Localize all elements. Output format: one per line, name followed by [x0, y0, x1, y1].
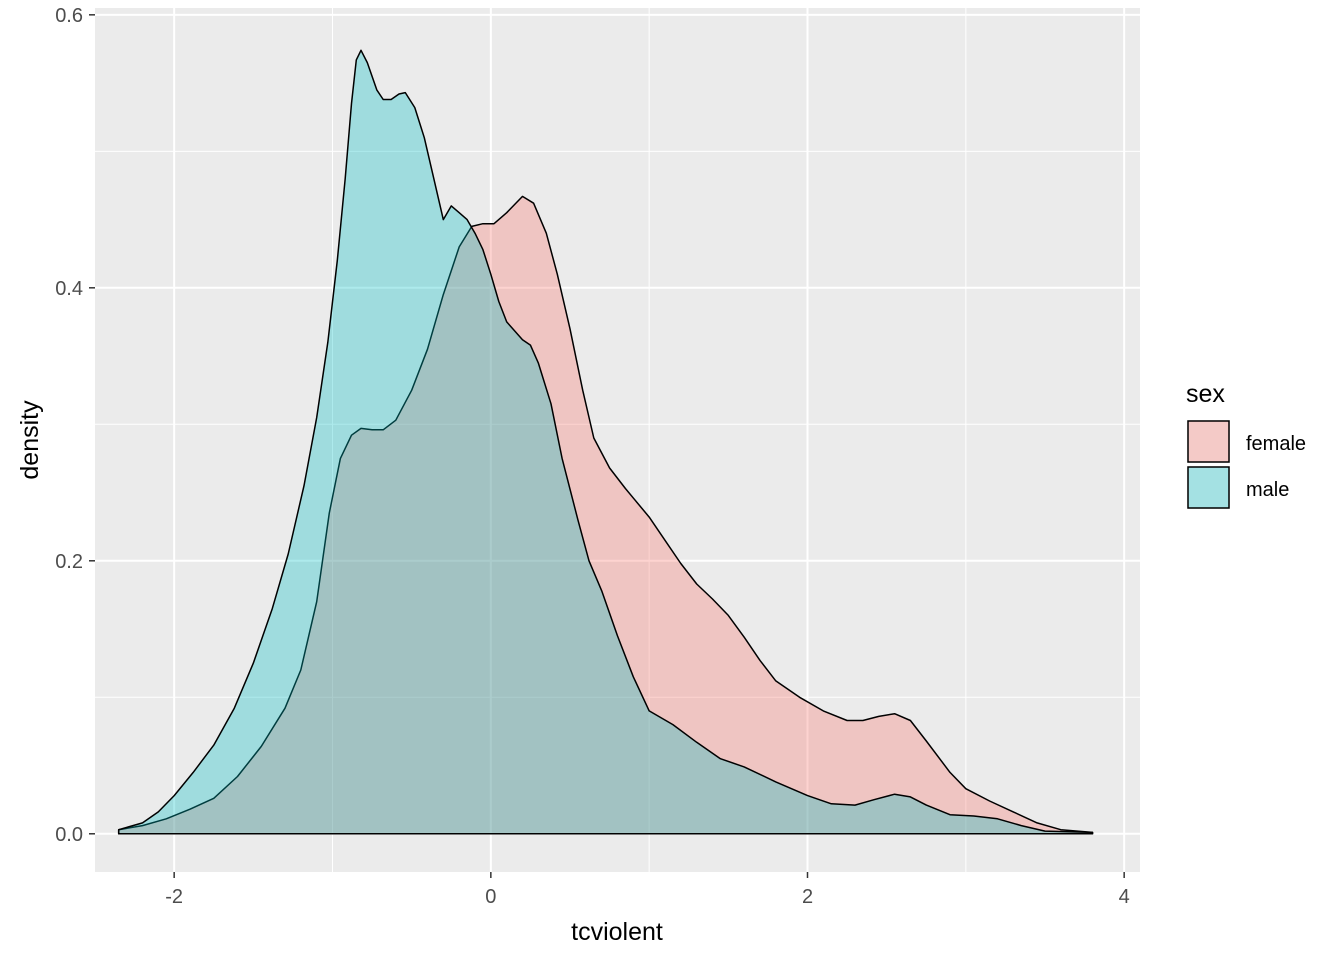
x-tick-label: -2	[165, 886, 183, 908]
x-tick-label: 4	[1119, 886, 1130, 908]
y-tick-label: 0.2	[55, 551, 83, 573]
density-areas	[117, 49, 1094, 835]
x-axis-title: tcviolent	[571, 918, 663, 946]
y-tick-label: 0.4	[55, 278, 83, 300]
legend-items: female male	[1187, 420, 1306, 509]
legend-label-female: female	[1246, 433, 1306, 455]
density-area-male	[117, 49, 1094, 835]
legend-key-background	[1187, 420, 1230, 463]
y-axis: 0.0 0.2 0.4 0.6	[55, 5, 95, 846]
legend: sex female male	[1186, 380, 1306, 509]
legend-item-male: male	[1187, 466, 1289, 509]
x-tick-label: 0	[485, 886, 496, 908]
y-tick-label: 0.0	[55, 824, 83, 846]
legend-key-background	[1187, 466, 1230, 509]
y-axis-title: density	[16, 400, 44, 480]
legend-swatch-female	[1187, 420, 1230, 463]
density-area-female	[117, 195, 1094, 835]
legend-swatch-male	[1187, 466, 1230, 509]
legend-title: sex	[1186, 380, 1225, 408]
minor-gridlines	[95, 8, 1140, 872]
x-tick-label: 2	[802, 886, 813, 908]
legend-item-female: female	[1187, 420, 1306, 463]
x-axis: -2 0 2 4	[165, 872, 1130, 908]
legend-label-male: male	[1246, 479, 1289, 501]
y-tick-label: 0.6	[55, 5, 83, 27]
